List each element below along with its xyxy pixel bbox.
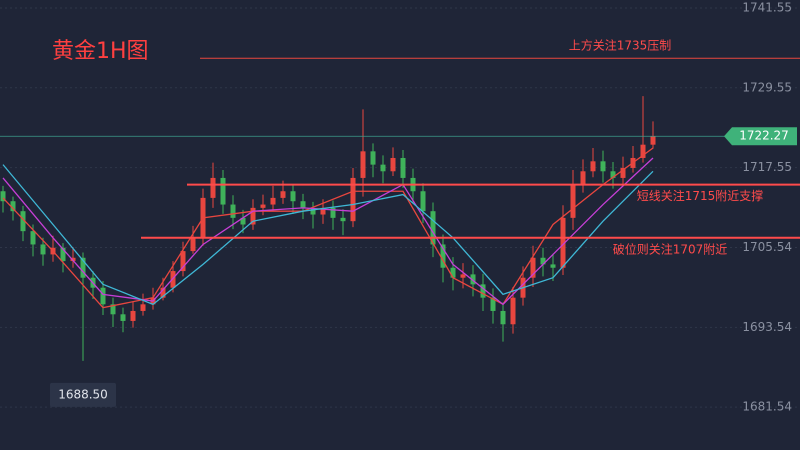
candle-body <box>450 267 456 278</box>
candle-body <box>390 157 396 172</box>
candle-body <box>580 171 586 185</box>
candle-body <box>620 167 626 178</box>
candle-body <box>310 207 316 215</box>
candle-body <box>640 144 646 158</box>
candle-body <box>80 257 86 278</box>
candle-body <box>130 310 136 321</box>
candle-body <box>480 284 486 298</box>
price-tag-label: 1722.27 <box>739 129 789 143</box>
candle-body <box>70 257 76 262</box>
candle-body <box>530 257 536 278</box>
candle-body <box>420 191 426 212</box>
candle-body <box>20 211 26 232</box>
candle-body <box>570 184 576 218</box>
candle-body <box>440 244 446 268</box>
candle-body <box>430 211 436 245</box>
candle-body <box>140 304 146 311</box>
candle-body <box>40 244 46 255</box>
candle-body <box>280 191 286 198</box>
candle-body <box>250 207 256 225</box>
candle-body <box>180 251 186 272</box>
candle-body <box>330 207 336 218</box>
y-tick-label: 1729.55 <box>742 80 792 94</box>
level-label: 破位则关注1707附近 <box>613 241 728 256</box>
low-label: 1688.50 <box>58 387 108 401</box>
candle-body <box>470 274 476 285</box>
candle-body <box>60 247 66 262</box>
level-label: 短线关注1715附近支撑 <box>637 188 764 203</box>
candle-body <box>0 191 6 202</box>
low-label-box <box>50 382 116 407</box>
candle-body <box>510 297 516 325</box>
candle-body <box>340 217 346 222</box>
candle-body <box>650 136 656 145</box>
y-tick-label: 1741.55 <box>742 0 792 14</box>
y-tick-label: 1705.54 <box>742 240 792 254</box>
candle-body <box>610 171 616 178</box>
candle-body <box>240 217 246 225</box>
candle-body <box>590 161 596 172</box>
candle-body <box>120 314 126 321</box>
candle-body <box>350 177 356 222</box>
candle-body <box>10 201 16 212</box>
candle-body <box>220 177 226 205</box>
candle-body <box>560 217 566 268</box>
candle-body <box>540 257 546 265</box>
candle-body <box>370 151 376 165</box>
moving-average-line <box>2 157 654 306</box>
candle-body <box>30 231 36 245</box>
candle-body <box>110 304 116 315</box>
candle-body <box>260 204 266 208</box>
y-tick-label: 1681.54 <box>742 400 792 414</box>
candle-body <box>380 164 386 172</box>
candle-body <box>460 274 466 278</box>
candle-body <box>290 191 296 202</box>
candle-body <box>360 151 366 178</box>
price-tag <box>724 127 797 146</box>
candle-body <box>400 157 406 178</box>
chart-title: 黄金1H图 <box>52 39 149 64</box>
candle-body <box>490 297 496 311</box>
candle-body <box>170 271 176 288</box>
candle-body <box>100 287 106 305</box>
candle-body <box>210 177 216 198</box>
candle-body <box>300 201 306 208</box>
candle-body <box>270 197 276 205</box>
grid <box>0 7 800 408</box>
candle-body <box>500 310 506 325</box>
candle-body <box>550 264 556 268</box>
candle-body <box>600 161 606 172</box>
moving-average-line <box>2 164 654 306</box>
y-tick-label: 1717.55 <box>742 160 792 174</box>
plot <box>0 57 800 361</box>
candle-body <box>190 237 196 252</box>
level-label: 上方关注1735压制 <box>569 38 672 53</box>
candle-body <box>230 204 236 218</box>
y-tick-label: 1693.54 <box>742 320 792 334</box>
candle-body <box>160 287 166 298</box>
candle-body <box>320 207 326 215</box>
